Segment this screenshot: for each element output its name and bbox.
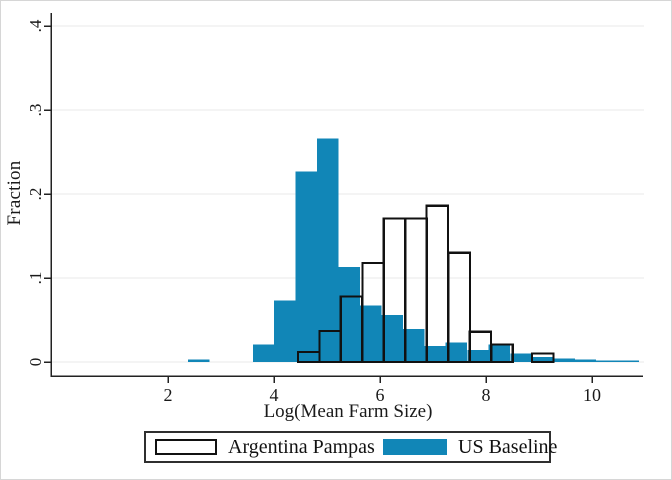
histogram-bar-us-baseline: [316, 138, 339, 362]
y-tick-label-0.4: .4: [26, 19, 45, 32]
x-axis-title: Log(Mean Farm Size): [263, 401, 433, 422]
histogram-bar-us-baseline: [596, 360, 618, 362]
histogram-bar-us-baseline: [252, 344, 275, 362]
histogram-bar-us-baseline: [402, 329, 425, 362]
y-axis-title: Fraction: [4, 160, 25, 226]
histogram-bar-argentina-pampas: [530, 352, 555, 364]
legend-swatch-argentina-pampas-icon: [155, 439, 217, 455]
histogram-bar-us-baseline: [617, 360, 639, 362]
histogram-bar-argentina-pampas: [447, 251, 471, 364]
histogram-bar-argentina-pampas: [490, 343, 514, 364]
histogram-bar-us-baseline: [424, 346, 446, 362]
legend-label-argentina-pampas: Argentina Pampas: [228, 436, 375, 458]
histogram-bar-us-baseline: [467, 350, 489, 362]
histogram-bar-us-baseline: [274, 300, 296, 362]
legend-swatch-us-baseline-icon: [383, 439, 447, 455]
histogram-bar-us-baseline: [445, 342, 468, 362]
axes-lines: [50, 13, 643, 377]
y-tick-label-0.1: .1: [26, 272, 45, 285]
histogram-bar-us-baseline: [510, 353, 532, 362]
x-tick-label-10: 10: [583, 385, 601, 405]
histogram-bar-us-baseline: [488, 344, 511, 362]
x-tick-label-6: 6: [376, 385, 385, 405]
histogram-bar-us-baseline: [381, 315, 404, 362]
x-tick-label-2: 2: [164, 385, 173, 405]
histogram-bar-us-baseline: [553, 358, 575, 362]
y-tick-label-0: 0: [26, 358, 45, 367]
histogram-bar-us-baseline: [188, 359, 210, 362]
histogram-bar-us-baseline: [295, 171, 318, 362]
x-tick-label-4: 4: [270, 385, 279, 405]
legend: Argentina Pampas US Baseline: [144, 431, 557, 463]
histogram-bar-us-baseline: [359, 305, 382, 362]
histogram-bar-us-baseline: [531, 357, 554, 362]
histogram-bar-us-baseline: [574, 359, 596, 362]
y-tick-label-0.2: .2: [26, 188, 45, 201]
histogram-bar-argentina-pampas: [425, 204, 450, 364]
y-tick-label-0.3: .3: [26, 104, 45, 117]
legend-label-us-baseline: US Baseline: [458, 436, 558, 458]
x-tick-label-8: 8: [482, 385, 491, 405]
histogram-bar-us-baseline: [338, 267, 361, 362]
